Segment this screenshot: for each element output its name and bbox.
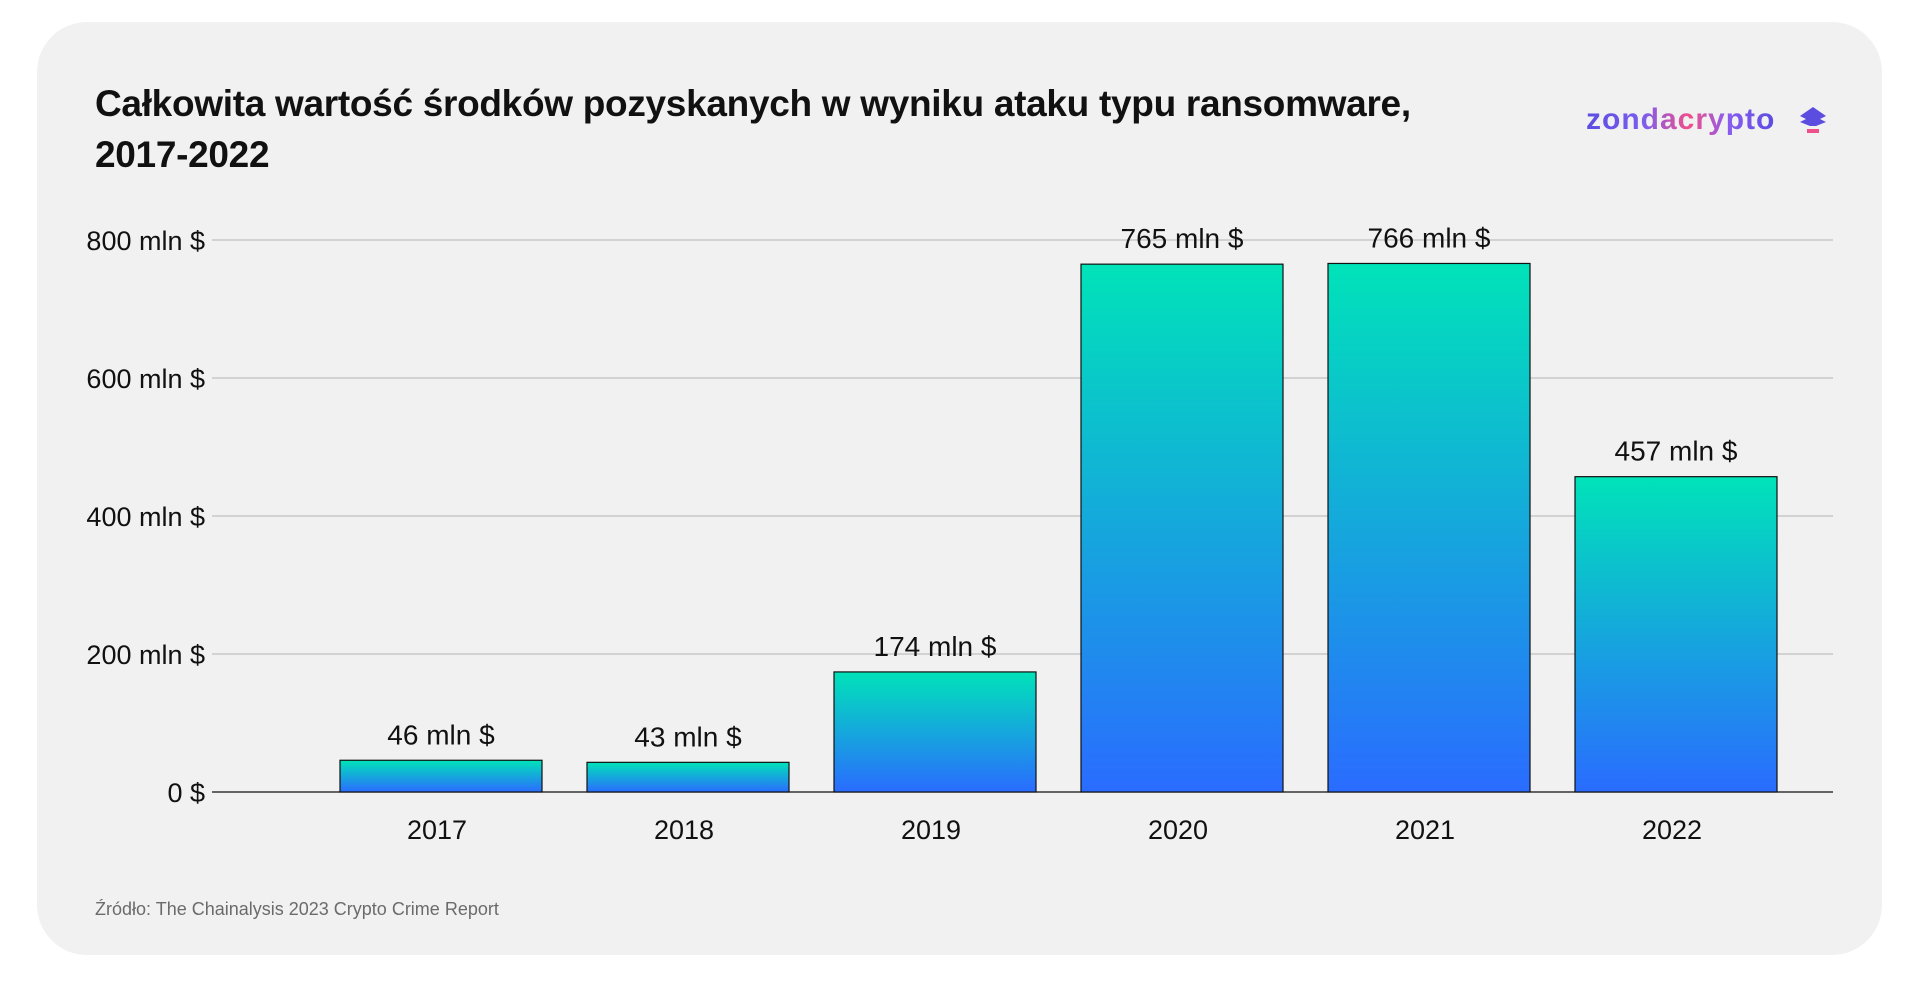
- chart-title-line-1: Całkowita wartość środków pozyskanych w …: [95, 83, 1411, 124]
- zondacrypto-logo: zondacrypto: [1586, 103, 1776, 136]
- bar-2021: [1327, 262, 1531, 793]
- x-tick-label: 2017: [407, 815, 467, 845]
- bar-2018: [586, 761, 790, 793]
- y-tick-label: 600 mln $: [86, 364, 205, 394]
- data-label: 766 mln $: [1368, 222, 1491, 253]
- y-tick-label: 800 mln $: [86, 226, 205, 256]
- logo-mark-icon: [1800, 107, 1826, 133]
- data-label: 765 mln $: [1121, 223, 1244, 254]
- bar-2020: [1080, 263, 1284, 793]
- data-label: 174 mln $: [874, 631, 997, 662]
- bar-2022: [1574, 476, 1778, 793]
- y-tick-label: 200 mln $: [86, 640, 205, 670]
- bar-2017: [339, 759, 543, 793]
- chart-title: Całkowita wartość środków pozyskanych w …: [95, 78, 1545, 180]
- data-label: 457 mln $: [1615, 436, 1738, 467]
- data-label: 46 mln $: [387, 719, 495, 750]
- bar-2019: [833, 671, 1037, 793]
- x-tick-label: 2019: [901, 815, 961, 845]
- x-tick-label: 2020: [1148, 815, 1208, 845]
- source-note: Źródło: The Chainalysis 2023 Crypto Crim…: [95, 899, 499, 919]
- x-tick-label: 2018: [654, 815, 714, 845]
- y-tick-label: 400 mln $: [86, 502, 205, 532]
- data-label: 43 mln $: [634, 721, 742, 752]
- x-tick-label: 2021: [1395, 815, 1455, 845]
- x-tick-label: 2022: [1642, 815, 1702, 845]
- chart-title-line-2: 2017-2022: [95, 134, 270, 175]
- y-tick-label: 0 $: [167, 778, 205, 808]
